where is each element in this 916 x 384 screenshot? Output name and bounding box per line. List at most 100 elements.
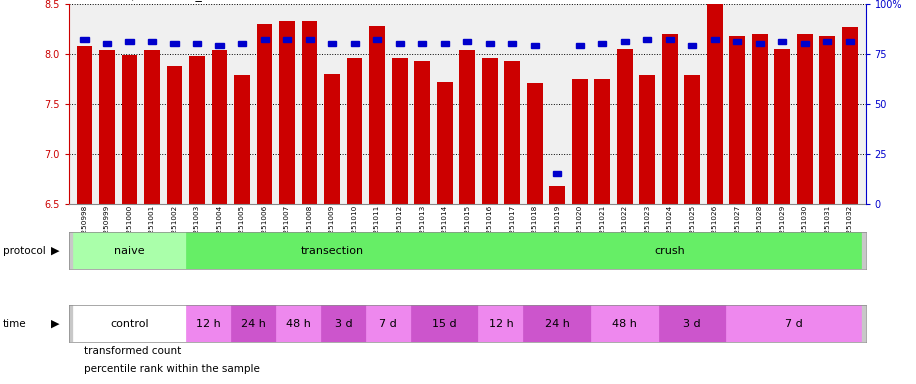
Bar xyxy=(99,50,114,204)
Bar xyxy=(283,37,291,42)
Bar xyxy=(77,46,93,204)
Bar xyxy=(756,41,764,46)
Bar xyxy=(193,41,202,46)
Bar xyxy=(774,49,791,204)
Text: percentile rank within the sample: percentile rank within the sample xyxy=(84,364,260,374)
Text: 3 d: 3 d xyxy=(334,318,352,329)
Bar xyxy=(260,37,268,42)
Bar xyxy=(684,75,700,204)
Bar xyxy=(688,43,696,48)
Text: 24 h: 24 h xyxy=(241,318,266,329)
Bar xyxy=(186,232,478,269)
Bar xyxy=(575,43,583,48)
Bar xyxy=(801,41,809,46)
Bar xyxy=(441,41,449,46)
Bar xyxy=(485,41,494,46)
Bar xyxy=(572,79,587,204)
Text: 3 d: 3 d xyxy=(683,318,701,329)
Text: time: time xyxy=(3,318,27,329)
Bar xyxy=(81,37,89,42)
Text: 7 d: 7 d xyxy=(379,318,398,329)
Bar xyxy=(373,37,381,42)
Bar xyxy=(231,305,276,342)
Bar xyxy=(276,305,321,342)
Bar xyxy=(411,305,478,342)
Bar xyxy=(167,66,182,204)
Bar xyxy=(69,46,80,161)
Bar xyxy=(482,58,497,204)
Bar xyxy=(530,43,539,48)
Bar xyxy=(459,50,475,204)
Text: ▶: ▶ xyxy=(51,245,60,256)
Bar xyxy=(69,200,80,315)
Bar xyxy=(279,21,295,204)
Bar xyxy=(103,41,111,46)
Text: ▶: ▶ xyxy=(51,318,60,329)
Text: 48 h: 48 h xyxy=(286,318,311,329)
Text: protocol: protocol xyxy=(3,245,46,256)
Bar xyxy=(478,232,861,269)
Bar xyxy=(711,37,719,42)
Bar xyxy=(125,39,134,44)
Bar xyxy=(621,39,628,44)
Bar xyxy=(170,41,179,46)
Text: naive: naive xyxy=(114,245,145,256)
Bar xyxy=(186,305,231,342)
Bar xyxy=(666,37,674,42)
Bar xyxy=(73,232,186,269)
Bar xyxy=(144,50,160,204)
Bar xyxy=(189,56,205,204)
Bar xyxy=(418,41,426,46)
Text: GDS3374 / 1394033_at: GDS3374 / 1394033_at xyxy=(69,0,214,1)
Bar xyxy=(347,58,363,204)
Bar xyxy=(733,39,741,44)
Bar xyxy=(797,34,812,204)
Text: crush: crush xyxy=(654,245,685,256)
Bar xyxy=(369,26,385,204)
Bar xyxy=(616,49,633,204)
Bar xyxy=(148,39,156,44)
Bar xyxy=(659,305,726,342)
Bar xyxy=(73,305,186,342)
Bar xyxy=(726,305,861,342)
Bar xyxy=(301,21,318,204)
Bar xyxy=(508,41,517,46)
Bar xyxy=(594,79,610,204)
Bar xyxy=(122,55,137,204)
Text: 12 h: 12 h xyxy=(488,318,513,329)
Bar xyxy=(662,34,678,204)
Bar xyxy=(256,24,272,204)
Text: 48 h: 48 h xyxy=(612,318,638,329)
Bar xyxy=(212,50,227,204)
Text: control: control xyxy=(110,318,148,329)
Bar xyxy=(752,34,768,204)
Bar xyxy=(324,74,340,204)
Bar xyxy=(505,61,520,204)
Bar xyxy=(414,61,430,204)
Bar xyxy=(234,75,250,204)
Text: 12 h: 12 h xyxy=(196,318,221,329)
Bar xyxy=(238,41,246,46)
Bar xyxy=(321,305,365,342)
Bar xyxy=(351,41,359,46)
Text: transformed count: transformed count xyxy=(84,346,181,356)
Bar xyxy=(823,39,832,44)
Text: 7 d: 7 d xyxy=(785,318,802,329)
Text: transection: transection xyxy=(300,245,364,256)
Bar xyxy=(396,41,404,46)
Bar xyxy=(553,171,562,176)
Bar xyxy=(550,185,565,204)
Bar xyxy=(478,305,523,342)
Bar xyxy=(820,36,835,204)
Bar xyxy=(463,39,471,44)
Bar xyxy=(215,43,224,48)
Text: 24 h: 24 h xyxy=(545,318,570,329)
Bar xyxy=(527,83,542,204)
Bar xyxy=(842,27,857,204)
Bar xyxy=(392,58,408,204)
Bar xyxy=(643,37,651,42)
Bar xyxy=(365,305,411,342)
Bar xyxy=(845,39,854,44)
Text: 15 d: 15 d xyxy=(432,318,457,329)
Bar xyxy=(328,41,336,46)
